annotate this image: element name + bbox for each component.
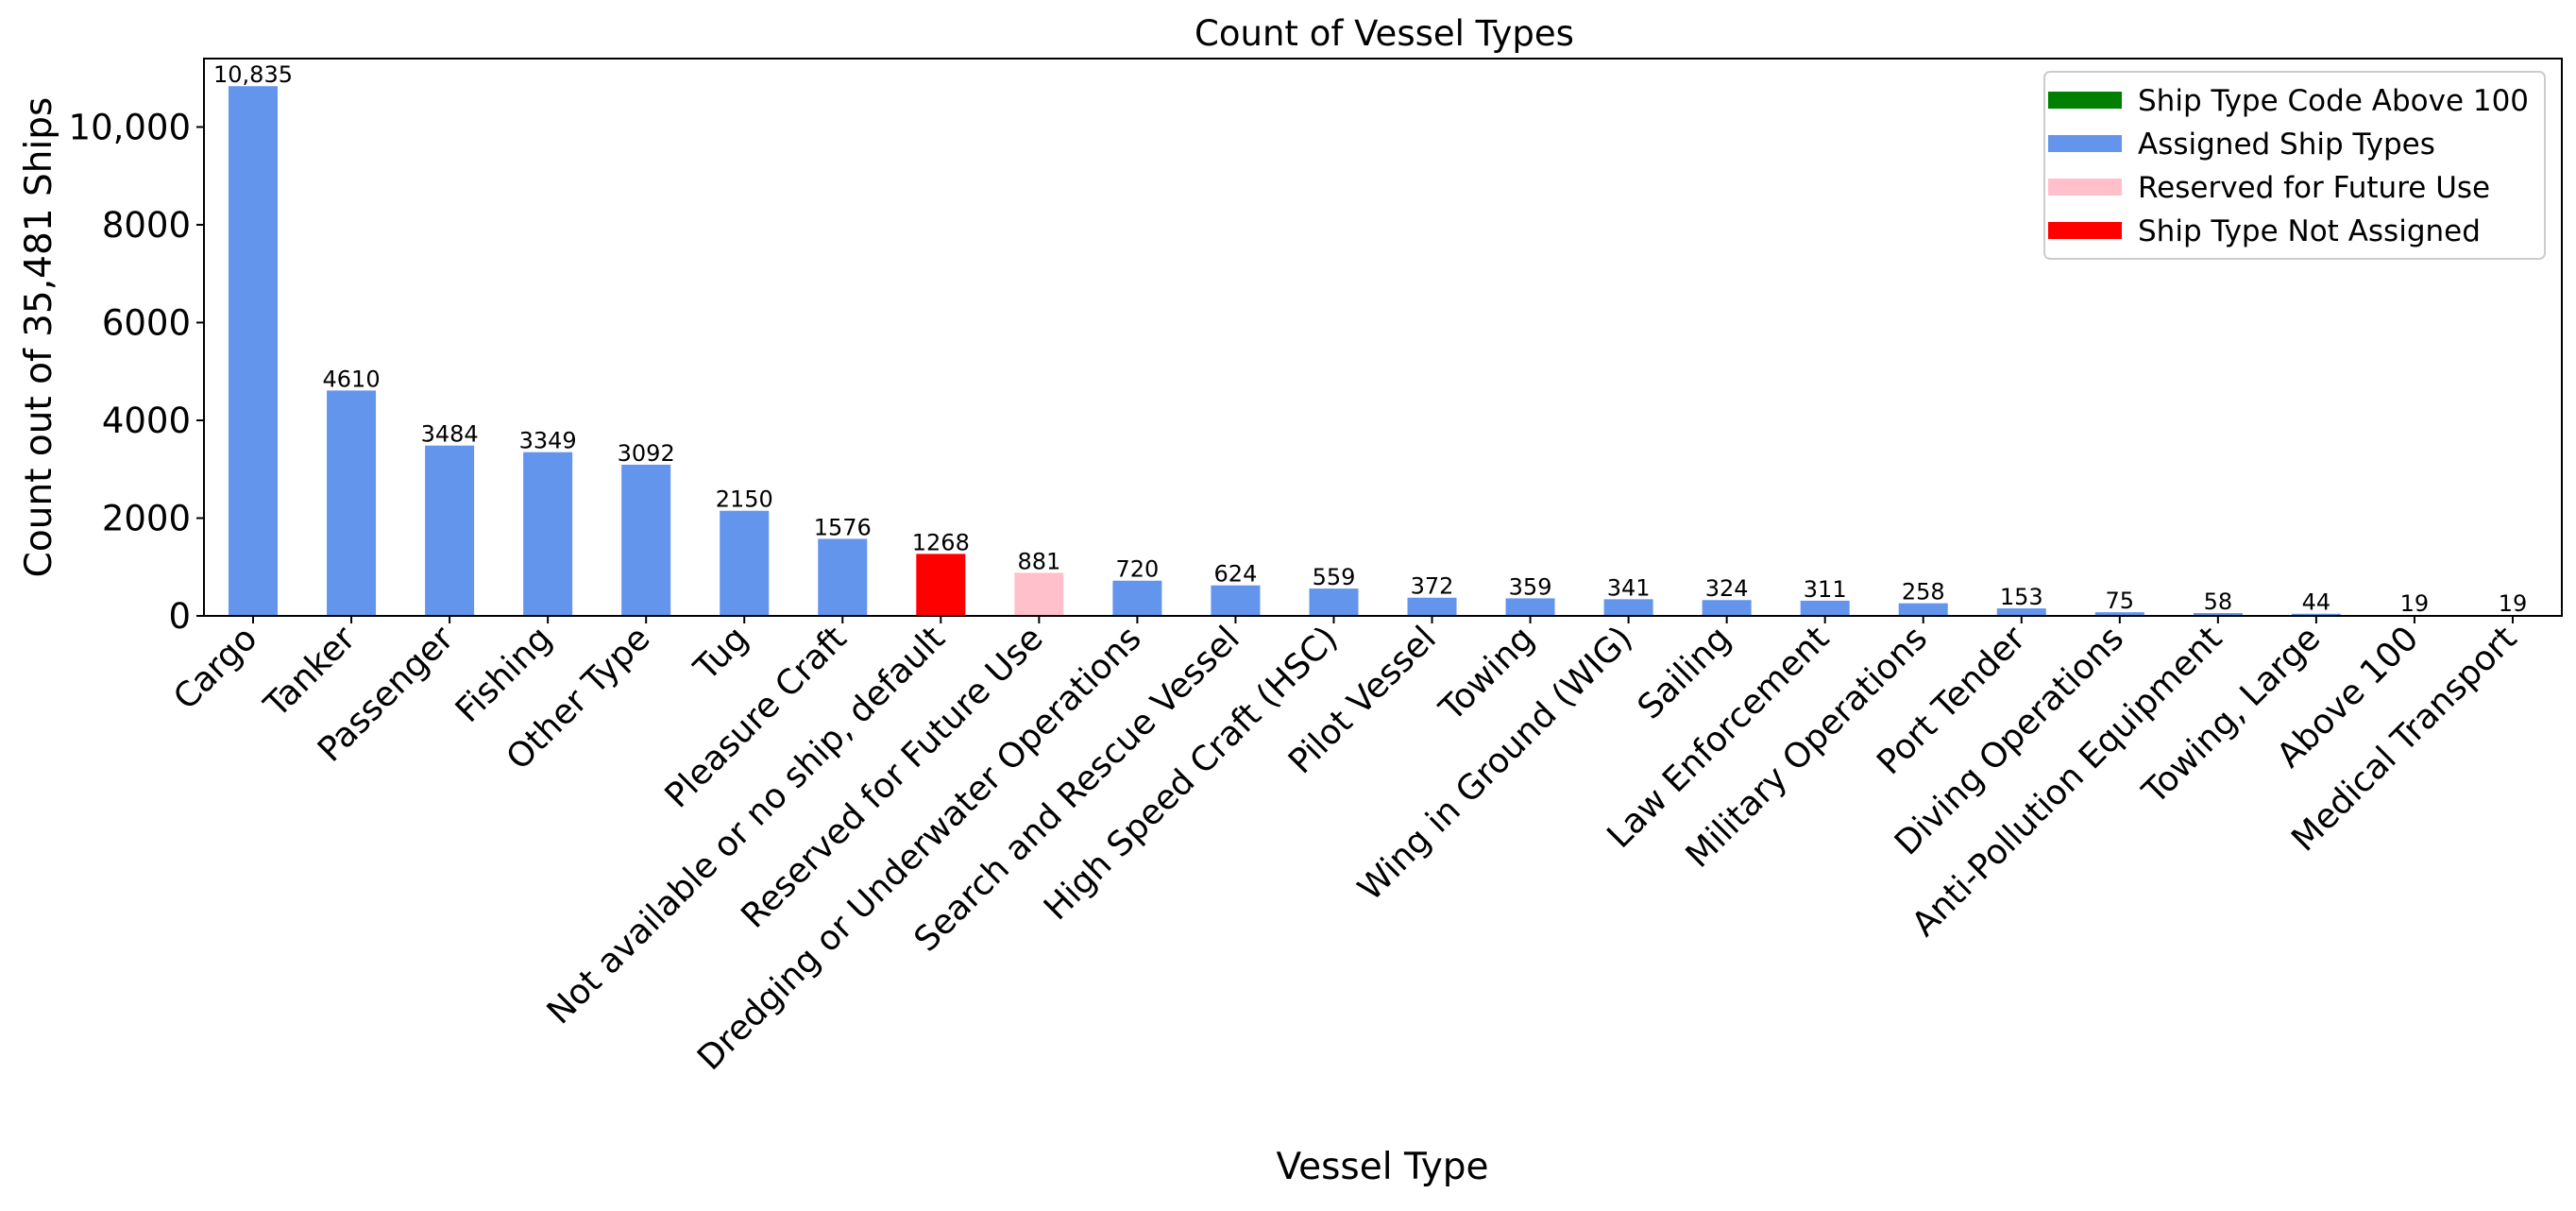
y-tick-label: 4000 <box>102 401 191 441</box>
legend-swatch <box>2048 222 2122 239</box>
bar <box>1800 600 1850 616</box>
y-axis: 0 2000 4000 6000 8000 10,000 <box>69 107 204 637</box>
bar <box>2193 612 2243 616</box>
legend-swatch <box>2048 92 2122 109</box>
legend-label: Ship Type Code Above 100 <box>2138 84 2529 118</box>
bar-value-label: 3484 <box>421 421 479 448</box>
bar-value-label: 19 <box>2499 590 2528 617</box>
bar <box>818 538 868 616</box>
bar <box>1505 598 1555 616</box>
legend-label: Ship Type Not Assigned <box>2138 214 2481 248</box>
bar-value-label: 258 <box>1902 579 1945 606</box>
bar <box>1407 597 1457 616</box>
bar <box>1996 608 2046 616</box>
bar-value-label: 341 <box>1607 574 1651 601</box>
bar <box>1112 580 1162 616</box>
bar-value-label: 324 <box>1705 575 1749 602</box>
bar <box>1898 603 1948 616</box>
legend: Ship Type Code Above 100 Assigned Ship Ty… <box>2043 71 2546 260</box>
chart-title: Count of Vessel Types <box>1195 13 1574 54</box>
x-tick-label: Tug <box>686 619 756 689</box>
x-axis-label: Vessel Type <box>1276 1146 1488 1188</box>
bar <box>425 445 475 616</box>
plot-frame <box>203 58 2563 617</box>
bar <box>916 554 966 616</box>
bar-value-label: 75 <box>2106 588 2135 614</box>
bar-value-label: 881 <box>1017 548 1060 574</box>
bar-value-label: 153 <box>2000 584 2043 610</box>
y-tick-label: 10,000 <box>69 107 191 147</box>
bar-value-label: 10,835 <box>213 61 293 88</box>
bar-value-label: 1576 <box>814 514 872 540</box>
bar <box>1014 572 1064 616</box>
bar <box>621 464 671 616</box>
y-tick-label: 0 <box>168 596 191 637</box>
bar <box>523 452 573 616</box>
bar-value-label: 3349 <box>519 428 577 454</box>
y-axis-label: Count out of 35,481 Ships <box>18 97 60 578</box>
bar <box>1702 600 1752 616</box>
bar-value-label: 359 <box>1509 573 1552 600</box>
legend-swatch <box>2048 179 2122 196</box>
bar <box>720 510 770 616</box>
bar-value-label: 44 <box>2302 589 2331 616</box>
bar <box>1603 599 1653 616</box>
bar <box>2291 613 2341 616</box>
legend-box <box>2043 71 2546 260</box>
y-tick-label: 8000 <box>102 205 191 246</box>
bar-value-label: 58 <box>2204 588 2233 615</box>
bar <box>1211 585 1261 616</box>
bar <box>1309 588 1359 616</box>
y-tick-label: 2000 <box>102 498 191 538</box>
bar-value-label: 720 <box>1115 556 1159 583</box>
bar-value-label: 2150 <box>716 486 773 513</box>
bar-value-label: 372 <box>1411 573 1454 600</box>
value-labels-layer: 10,835 4610 3484 3349 3092 2150 1576 1268 881 720… <box>213 61 2527 617</box>
legend-label: Reserved for Future Use <box>2138 171 2490 205</box>
bar-value-label: 311 <box>1804 576 1847 603</box>
x-tick-label: Pleasure Craft <box>658 619 855 815</box>
bar-value-label: 19 <box>2400 590 2430 617</box>
bar <box>229 86 279 617</box>
bar-value-label: 559 <box>1313 564 1356 590</box>
bar-value-label: 3092 <box>618 440 675 467</box>
bar <box>2094 612 2144 616</box>
legend-swatch <box>2048 135 2122 152</box>
bar-value-label: 624 <box>1214 561 1258 588</box>
bar-value-label: 1268 <box>912 529 970 555</box>
bar-value-label: 4610 <box>323 366 381 392</box>
y-tick-label: 6000 <box>102 302 191 343</box>
bar <box>327 390 377 616</box>
legend-label: Assigned Ship Types <box>2138 128 2435 162</box>
bars-layer <box>229 86 2537 617</box>
x-tick-label: Towing, Large <box>2135 619 2328 811</box>
